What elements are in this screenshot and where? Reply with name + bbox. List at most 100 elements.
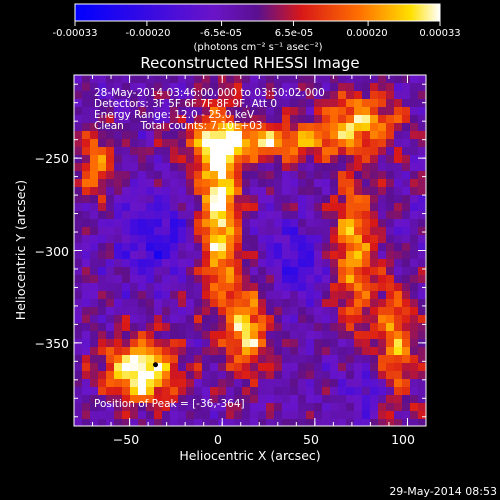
heatmap-cell <box>194 179 202 187</box>
heatmap-cell <box>346 323 354 331</box>
x-tick-label: 50 <box>303 432 319 447</box>
heatmap-cell <box>106 395 114 403</box>
heatmap-cell <box>162 395 170 403</box>
heatmap-cell <box>274 179 282 187</box>
heatmap-cell <box>362 131 370 139</box>
heatmap-cell <box>210 211 218 219</box>
heatmap-cell <box>394 243 402 251</box>
heatmap-cell <box>306 395 314 403</box>
heatmap-cell <box>418 171 426 179</box>
heatmap-cell <box>378 331 386 339</box>
heatmap-cell <box>98 203 106 211</box>
heatmap-cell <box>178 315 186 323</box>
heatmap-cell <box>106 123 114 131</box>
heatmap-cell <box>162 347 170 355</box>
heatmap-cell <box>138 131 146 139</box>
heatmap-cell <box>282 259 290 267</box>
heatmap-cell <box>346 99 354 107</box>
heatmap-cell <box>194 243 202 251</box>
heatmap-cell <box>210 267 218 275</box>
heatmap-cell <box>330 195 338 203</box>
heatmap-cell <box>314 259 322 267</box>
heatmap-cell <box>186 195 194 203</box>
heatmap-cell <box>210 123 218 131</box>
heatmap-cell <box>266 187 274 195</box>
heatmap-cell <box>114 411 122 419</box>
heatmap-cell <box>410 99 418 107</box>
heatmap-cell <box>298 259 306 267</box>
heatmap-cell <box>154 283 162 291</box>
heatmap-cell <box>162 155 170 163</box>
heatmap-cell <box>234 107 242 115</box>
heatmap-cell <box>354 291 362 299</box>
heatmap-cell <box>202 155 210 163</box>
heatmap-cell <box>130 219 138 227</box>
heatmap-cell <box>402 243 410 251</box>
heatmap-cell <box>146 243 154 251</box>
heatmap-cell <box>218 123 226 131</box>
heatmap-cell <box>178 291 186 299</box>
heatmap-cell <box>114 235 122 243</box>
heatmap-cell <box>394 187 402 195</box>
heatmap-cell <box>250 339 258 347</box>
heatmap-cell <box>394 75 402 83</box>
heatmap-cell <box>186 283 194 291</box>
heatmap-cell <box>106 259 114 267</box>
heatmap-cell <box>114 267 122 275</box>
heatmap-cell <box>202 91 210 99</box>
heatmap-cell <box>114 275 122 283</box>
heatmap-cell <box>370 219 378 227</box>
heatmap-cell <box>250 355 258 363</box>
heatmap-cell <box>410 291 418 299</box>
heatmap-cell <box>362 379 370 387</box>
heatmap-cell <box>130 347 138 355</box>
heatmap-cell <box>354 75 362 83</box>
heatmap-cell <box>298 379 306 387</box>
heatmap-cell <box>258 307 266 315</box>
heatmap-cell <box>290 163 298 171</box>
heatmap-cell <box>354 395 362 403</box>
heatmap-cell <box>354 355 362 363</box>
heatmap-cell <box>274 307 282 315</box>
heatmap-cell <box>274 379 282 387</box>
heatmap-cell <box>370 83 378 91</box>
heatmap-cell <box>362 203 370 211</box>
heatmap-cell <box>202 323 210 331</box>
heatmap-cell <box>410 259 418 267</box>
heatmap-cell <box>202 275 210 283</box>
heatmap-cell <box>306 387 314 395</box>
heatmap-cell <box>306 339 314 347</box>
heatmap-cell <box>354 147 362 155</box>
heatmap-cell <box>234 283 242 291</box>
heatmap-cell <box>250 347 258 355</box>
heatmap-cell <box>130 251 138 259</box>
heatmap-cell <box>362 171 370 179</box>
heatmap-cell <box>130 411 138 419</box>
heatmap-cell <box>210 107 218 115</box>
heatmap-cell <box>154 299 162 307</box>
heatmap-cell <box>130 179 138 187</box>
heatmap-cell <box>194 163 202 171</box>
heatmap-cell <box>186 131 194 139</box>
heatmap-cell <box>250 203 258 211</box>
heatmap-cell <box>218 387 226 395</box>
heatmap-cell <box>306 323 314 331</box>
heatmap-cell <box>314 363 322 371</box>
heatmap-cell <box>370 147 378 155</box>
heatmap-cell <box>330 123 338 131</box>
heatmap-cell <box>370 275 378 283</box>
heatmap-cell <box>346 83 354 91</box>
heatmap-cell <box>114 347 122 355</box>
heatmap-cell <box>98 123 106 131</box>
heatmap-cell <box>258 371 266 379</box>
heatmap-cell <box>282 331 290 339</box>
heatmap-cell <box>106 139 114 147</box>
heatmap-cell <box>98 323 106 331</box>
heatmap-cell <box>146 411 154 419</box>
heatmap-cell <box>330 107 338 115</box>
heatmap-cell <box>346 387 354 395</box>
heatmap-cell <box>346 179 354 187</box>
heatmap-cell <box>202 307 210 315</box>
heatmap-cell <box>122 355 130 363</box>
heatmap-cell <box>242 211 250 219</box>
